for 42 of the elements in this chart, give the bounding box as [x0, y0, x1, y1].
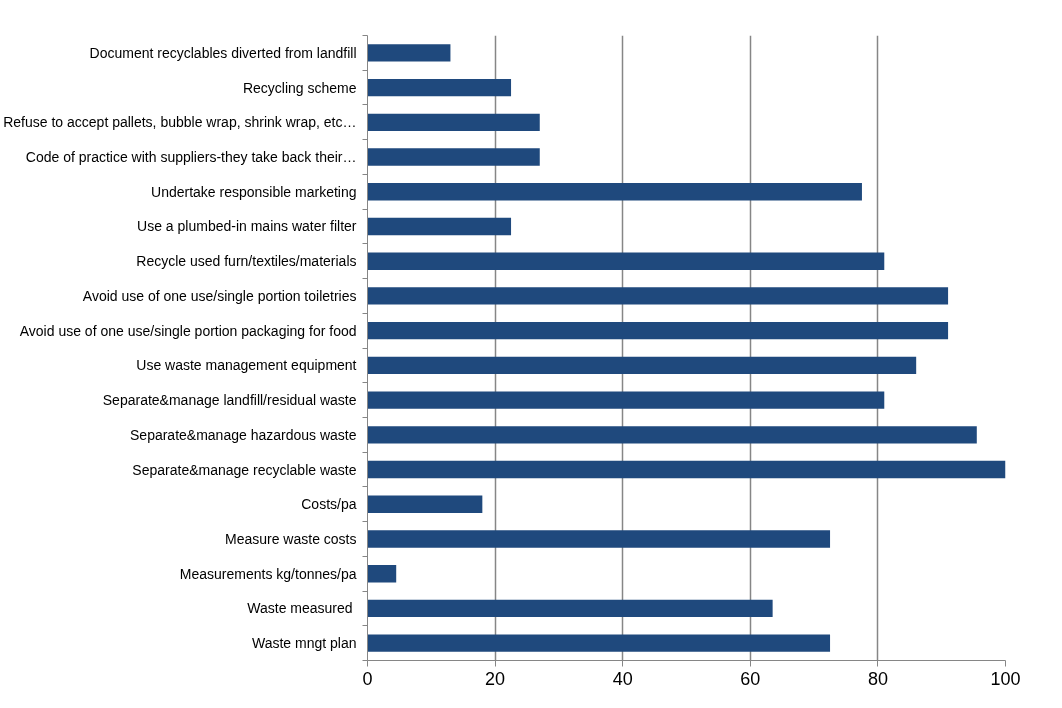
bar [367, 599, 773, 618]
bar [367, 634, 831, 652]
y-tick-label: Code of practice with suppliers-they take back their… [25, 149, 357, 166]
y-tick-label: Document recyclables diverted from landfill [89, 44, 357, 61]
y-tick-label: Costs/pa [301, 496, 357, 513]
bar [367, 148, 540, 166]
y-tick-label: Waste measured [247, 600, 353, 617]
y-tick-label: Separate&manage hazardous waste [130, 426, 357, 443]
x-tick-label: 0 [362, 668, 373, 689]
bar [367, 78, 512, 97]
bar [367, 426, 977, 444]
bar [367, 252, 885, 270]
bar [367, 113, 540, 131]
x-tick-label: 20 [485, 668, 506, 689]
y-tick-label: Measure waste costs [225, 530, 357, 547]
x-tick-label: 60 [740, 668, 761, 689]
y-tick-label: Waste mngt plan [251, 635, 357, 652]
x-tick-label: 40 [612, 668, 633, 689]
bar [367, 460, 1006, 479]
y-tick-label: Undertake responsible marketing [151, 183, 357, 200]
y-tick-label: Refuse to accept pallets, bubble wrap, shrink wrap, etc… [3, 114, 357, 131]
bar [367, 356, 917, 375]
bar [367, 391, 885, 409]
bar [367, 321, 949, 340]
y-tick-label: Recycle used furn/textiles/materials [136, 253, 357, 270]
bar [367, 44, 451, 62]
bar [367, 495, 483, 513]
y-tick-label: Avoid use of one use/single portion packaging for food [19, 322, 357, 339]
bar [367, 565, 397, 583]
bar [367, 217, 512, 236]
y-tick-label: Separate&manage landfill/residual waste [102, 392, 357, 409]
bar [367, 530, 831, 548]
y-tick-label: Use a plumbed-in mains water filter [137, 218, 357, 235]
y-tick-label: Use waste management equipment [136, 357, 357, 374]
bar [367, 183, 862, 201]
y-tick-label: Avoid use of one use/single portion toiletries [82, 287, 357, 304]
x-tick-label: 100 [990, 668, 1021, 689]
y-tick-label: Recycling scheme [242, 79, 357, 96]
x-tick-label: 80 [867, 668, 888, 689]
y-tick-label: Separate&manage recyclable waste [132, 461, 357, 478]
bar [367, 287, 949, 305]
y-tick-label: Measurements kg/tonnes/pa [179, 565, 357, 582]
